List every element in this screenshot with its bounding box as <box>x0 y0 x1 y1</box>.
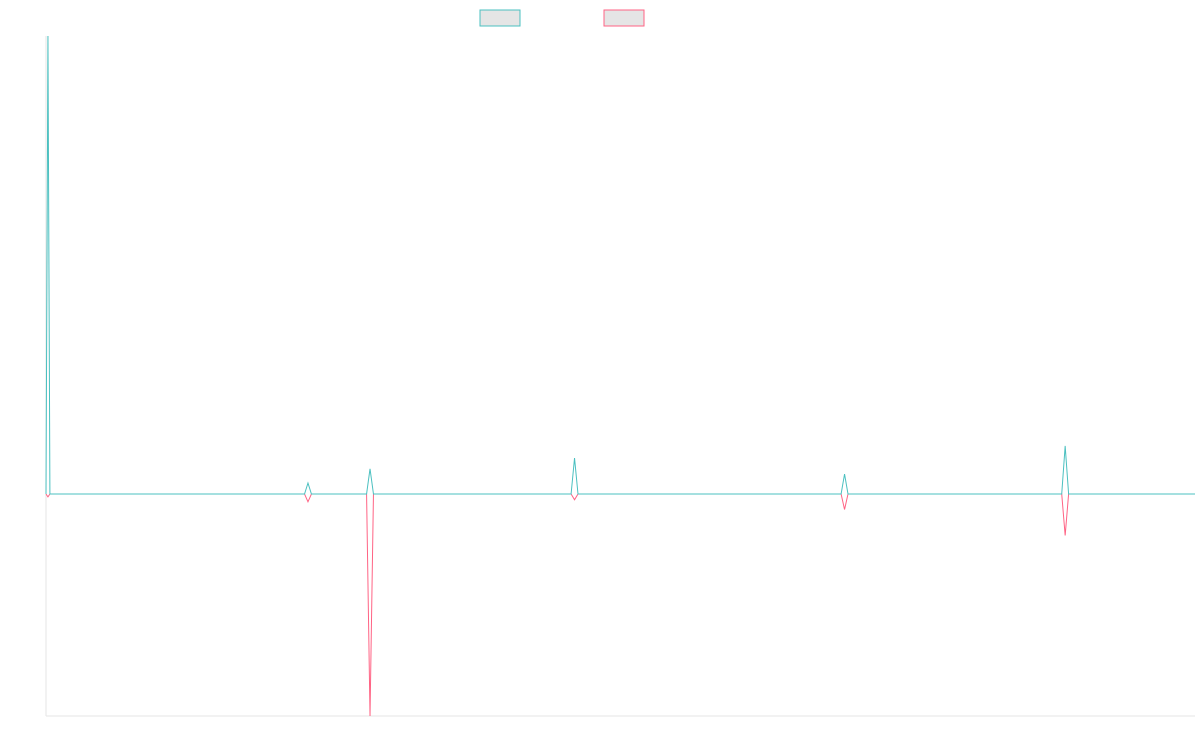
legend-swatch-1 <box>479 9 521 27</box>
axes <box>45 36 1195 717</box>
legend-swatch-2 <box>603 9 645 27</box>
series-lines <box>45 35 1195 717</box>
legend-item-2[interactable] <box>603 9 645 27</box>
series-line-1 <box>45 35 1195 495</box>
legend-item-1[interactable] <box>479 9 521 27</box>
legend[interactable] <box>479 9 645 27</box>
series-line-2 <box>45 493 1195 717</box>
